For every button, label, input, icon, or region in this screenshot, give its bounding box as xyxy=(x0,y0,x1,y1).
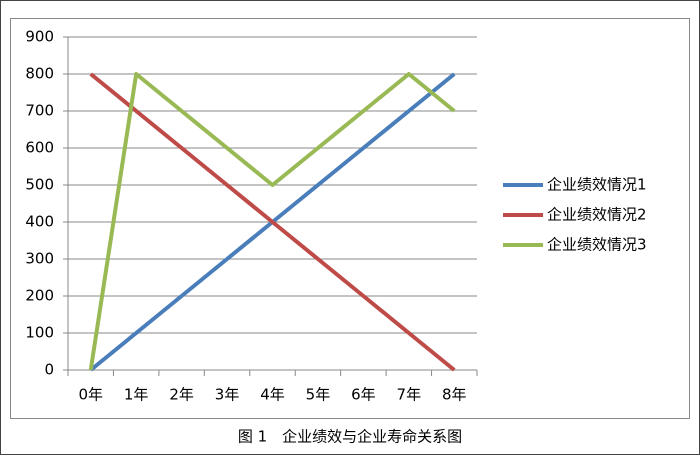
x-tick-label: 8年 xyxy=(442,386,467,404)
chart-frame xyxy=(10,18,690,419)
series-line xyxy=(88,72,456,371)
y-tick-label: 300 xyxy=(25,250,54,268)
y-tick-label: 500 xyxy=(25,176,54,194)
y-tick-label: 200 xyxy=(25,287,54,305)
caption: 图 1 企业绩效与企业寿命关系图 xyxy=(238,428,462,446)
legend-label: 企业绩效情况1 xyxy=(547,176,647,194)
y-tick-label: 900 xyxy=(25,28,54,46)
x-tick-label: 4年 xyxy=(260,386,285,404)
y-tick-label: 600 xyxy=(25,139,54,157)
y-tick-label: 0 xyxy=(44,361,54,379)
legend-label: 企业绩效情况3 xyxy=(547,236,647,254)
x-tick-label: 0年 xyxy=(78,386,103,404)
x-tick-label: 6年 xyxy=(351,386,376,404)
y-tick-label: 800 xyxy=(25,65,54,83)
y-tick-label: 700 xyxy=(25,102,54,120)
x-tick-label: 5年 xyxy=(306,386,331,404)
x-tick-label: 3年 xyxy=(215,386,240,404)
y-tick-label: 100 xyxy=(25,324,54,342)
x-tick-label: 2年 xyxy=(169,386,194,404)
legend-label: 企业绩效情况2 xyxy=(547,206,647,224)
x-tick-label: 1年 xyxy=(124,386,149,404)
y-tick-label: 400 xyxy=(25,213,54,231)
x-tick-label: 7年 xyxy=(397,386,422,404)
series-line xyxy=(89,72,456,372)
